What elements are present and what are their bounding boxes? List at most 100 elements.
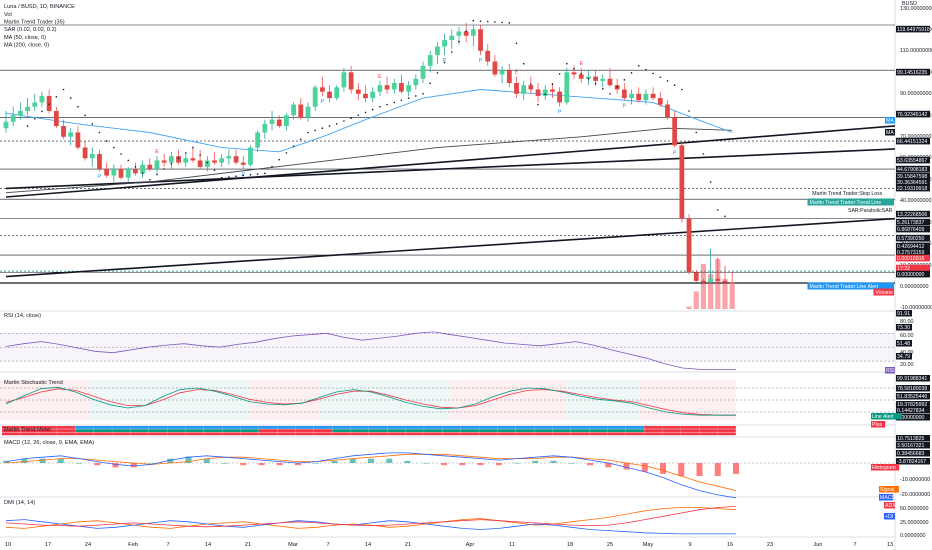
candle-body[interactable]: [197, 160, 203, 167]
candle-body[interactable]: [708, 278, 714, 283]
candle-body[interactable]: [233, 156, 239, 163]
candle-body[interactable]: [341, 72, 347, 88]
candle-body[interactable]: [190, 158, 196, 161]
candle-body[interactable]: [449, 35, 455, 41]
candle-body[interactable]: [17, 111, 23, 116]
candle-body[interactable]: [514, 83, 519, 94]
candle-body[interactable]: [10, 115, 16, 122]
candle-body[interactable]: [506, 70, 512, 84]
candle-body[interactable]: [413, 78, 419, 86]
candle-body[interactable]: [399, 83, 404, 92]
candle-body[interactable]: [701, 280, 706, 283]
dmi-pane[interactable]: DMI (14, 14) 50.0000000 25.0000000 0.000000…: [4, 500, 928, 539]
candle-body[interactable]: [650, 93, 656, 99]
candle-body[interactable]: [355, 89, 361, 94]
candle-body[interactable]: [542, 89, 548, 96]
candle-body[interactable]: [327, 91, 332, 99]
candle-body[interactable]: [521, 85, 527, 94]
candle-body[interactable]: [305, 106, 311, 118]
candle-body[interactable]: [154, 160, 160, 170]
candle-body[interactable]: [729, 282, 735, 284]
price-scale[interactable]: 130.00000000120.00000000110.00000000100.…: [807, 1, 932, 311]
candle-body[interactable]: [607, 78, 613, 86]
candle-body[interactable]: [456, 31, 462, 36]
candle-body[interactable]: [89, 154, 95, 159]
candle-body[interactable]: [53, 111, 59, 127]
candle-body[interactable]: [68, 132, 74, 137]
candle-body[interactable]: [3, 121, 9, 129]
candle-body[interactable]: [363, 93, 368, 99]
candle-body[interactable]: [298, 104, 304, 118]
candle-body[interactable]: [435, 46, 440, 56]
candle-body[interactable]: [25, 106, 30, 111]
candle-body[interactable]: [284, 115, 289, 127]
candle-body[interactable]: [600, 78, 606, 81]
candle-body[interactable]: [550, 89, 555, 92]
candle-body[interactable]: [528, 85, 534, 90]
candle-body[interactable]: [643, 93, 649, 101]
price-pane[interactable]: P E P P E P P E P E P P Luna / BUSD, 1D, BINANCE Vol M…: [0, 0, 896, 550]
candle-body[interactable]: [125, 169, 131, 178]
candle-body[interactable]: [204, 160, 210, 167]
candle-body[interactable]: [82, 147, 88, 159]
candle-body[interactable]: [32, 102, 38, 107]
candle-body[interactable]: [61, 126, 66, 137]
candle-body[interactable]: [176, 156, 181, 163]
candle-body[interactable]: [97, 154, 102, 170]
candle-body[interactable]: [578, 74, 584, 79]
candle-body[interactable]: [593, 76, 598, 81]
candle-body[interactable]: [118, 169, 124, 178]
candle-body[interactable]: [470, 29, 476, 36]
candle-body[interactable]: [255, 132, 261, 148]
candle-body[interactable]: [276, 119, 282, 127]
candle-body[interactable]: [391, 83, 397, 90]
candle-body[interactable]: [442, 40, 447, 47]
candle-body[interactable]: [478, 29, 483, 51]
candle-body[interactable]: [420, 65, 426, 79]
candle-body[interactable]: [406, 85, 412, 92]
candle-body[interactable]: [319, 87, 325, 92]
candle-body[interactable]: [248, 147, 253, 165]
candle-body[interactable]: [571, 72, 577, 75]
candle-body[interactable]: [722, 280, 728, 283]
candle-body[interactable]: [665, 104, 670, 118]
candle-body[interactable]: [499, 70, 505, 75]
stochastic-pane[interactable]: Martin Stochastic Trend 99.91988341 78.581…: [0, 375, 930, 436]
candle-body[interactable]: [291, 104, 296, 116]
candle-body[interactable]: [384, 85, 390, 90]
candle-body[interactable]: [564, 72, 570, 103]
candle-body[interactable]: [485, 50, 491, 62]
candle-body[interactable]: [262, 123, 268, 133]
candle-body[interactable]: [370, 91, 376, 99]
candle-body[interactable]: [492, 61, 498, 75]
candle-body[interactable]: [133, 169, 138, 174]
candle-body[interactable]: [147, 164, 153, 170]
candle-body[interactable]: [334, 87, 340, 99]
candle-body[interactable]: [75, 132, 81, 148]
candle-body[interactable]: [219, 158, 225, 163]
candle-body[interactable]: [312, 87, 318, 107]
candle-body[interactable]: [269, 119, 275, 124]
candle-body[interactable]: [557, 91, 563, 103]
candle-body[interactable]: [212, 160, 217, 163]
candle-body[interactable]: [240, 162, 246, 165]
candle-body[interactable]: [672, 117, 678, 146]
candle-body[interactable]: [463, 31, 469, 36]
candle-body[interactable]: [377, 85, 383, 92]
candle-body[interactable]: [535, 89, 541, 96]
candle-body[interactable]: [168, 156, 174, 163]
candle-body[interactable]: [629, 93, 634, 99]
candle-body[interactable]: [140, 164, 146, 174]
candle-body[interactable]: [111, 169, 117, 176]
candle-body[interactable]: [621, 89, 627, 99]
candle-body[interactable]: [104, 169, 110, 176]
candle-body[interactable]: [686, 218, 692, 273]
candle-body[interactable]: [161, 160, 167, 163]
candle-body[interactable]: [348, 72, 354, 90]
candle-body[interactable]: [183, 158, 189, 163]
macd-pane[interactable]: MACD (12, 26, close, 9, EMA, EMA) 10.7513…: [0, 435, 930, 501]
candle-body[interactable]: [226, 156, 232, 159]
candle-body[interactable]: [636, 93, 642, 101]
